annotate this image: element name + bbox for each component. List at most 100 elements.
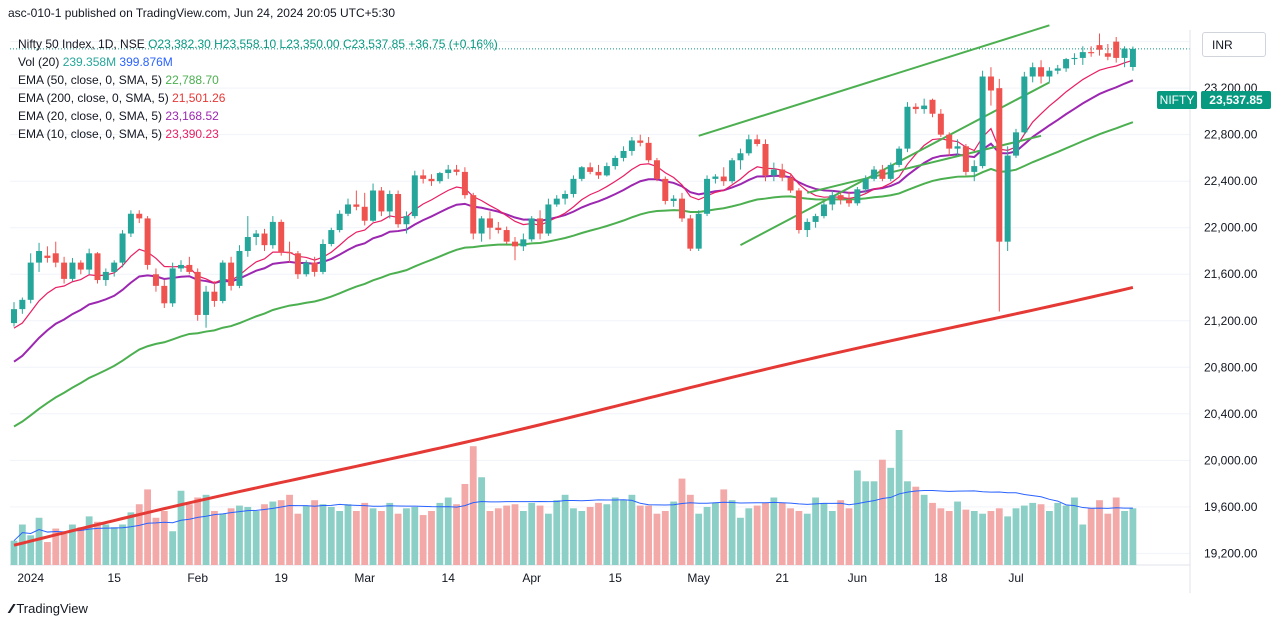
- x-tick-label: 15: [108, 571, 122, 585]
- candle-body: [653, 160, 660, 179]
- candle-up: [1121, 46, 1128, 68]
- candle-body: [219, 262, 226, 301]
- candle-down: [1088, 46, 1095, 57]
- volume-bar: [703, 506, 711, 565]
- volume-bar: [144, 489, 151, 565]
- candle-body: [578, 167, 585, 179]
- candle-up: [386, 190, 393, 219]
- candle-up: [203, 285, 210, 328]
- volume-bar: [319, 504, 327, 565]
- volume-bar: [670, 501, 678, 565]
- volume-bar: [1121, 511, 1128, 565]
- candle-up: [829, 190, 836, 211]
- candle-body: [278, 221, 285, 253]
- candle-body: [403, 216, 410, 225]
- candle-body: [261, 233, 268, 246]
- volume-bar: [436, 502, 444, 565]
- volume-bar: [595, 502, 602, 565]
- candle-body: [386, 193, 393, 212]
- volume-bar: [169, 531, 177, 565]
- volume-bar: [378, 511, 385, 565]
- legend-open: O23,382.30: [148, 37, 211, 51]
- candle-body: [1046, 70, 1053, 77]
- price-tag-symbol: NIFTY: [1157, 91, 1197, 109]
- volume-bar: [778, 502, 786, 565]
- candle-down: [595, 164, 602, 179]
- candle-body: [645, 142, 652, 161]
- volume-bar: [1096, 500, 1103, 565]
- volume-bar: [269, 501, 277, 565]
- trend-line: [698, 24, 1050, 137]
- candle-body: [152, 274, 159, 286]
- candle-body: [712, 176, 719, 179]
- volume-bar: [853, 470, 861, 565]
- candle-body: [436, 173, 443, 182]
- candle-up: [896, 146, 903, 168]
- candle-down: [61, 256, 68, 284]
- candle-down: [754, 134, 761, 147]
- candle-body: [178, 264, 184, 269]
- candle-up: [403, 211, 410, 234]
- candle-body: [94, 253, 101, 281]
- legend-ema50-value: 22,788.70: [165, 73, 219, 87]
- candle-body: [1088, 52, 1095, 54]
- candle-body: [996, 88, 1003, 242]
- candle-body: [904, 106, 911, 149]
- candle-body: [695, 213, 702, 249]
- candle-down: [762, 139, 769, 182]
- volume-bar: [311, 500, 318, 565]
- volume-bar: [503, 505, 511, 565]
- candle-body: [754, 139, 761, 144]
- candle-up: [1021, 71, 1028, 135]
- volume-bar: [845, 508, 853, 565]
- volume-bar: [428, 511, 435, 565]
- volume-bar: [344, 504, 352, 565]
- volume-bar: [828, 511, 836, 565]
- candle-body: [745, 139, 752, 154]
- candle-up: [545, 198, 552, 236]
- candle-body: [328, 230, 335, 244]
- legend-change: +36.75 (+0.16%): [408, 37, 498, 51]
- volume-bar: [987, 511, 995, 565]
- volume-bar: [69, 524, 76, 565]
- volume-bar: [394, 513, 402, 565]
- currency-button[interactable]: INR: [1202, 32, 1266, 57]
- legend-ema50: EMA (50, close, 0, SMA, 5) 22,788.70: [18, 71, 498, 89]
- volume-bar: [327, 506, 335, 565]
- y-tick-label: 19,200.00: [1204, 546, 1258, 560]
- candle-body: [186, 264, 193, 272]
- candle-down: [912, 103, 919, 114]
- legend-close: C23,537.85: [342, 37, 406, 51]
- publish-header: asc-010-1 published on TradingView.com, …: [0, 0, 1281, 28]
- candle-body: [111, 262, 118, 272]
- volume-bar: [1079, 524, 1087, 565]
- candle-up: [612, 155, 619, 170]
- candle-up: [628, 137, 635, 156]
- volume-bar: [60, 533, 68, 565]
- candle-up: [670, 195, 677, 207]
- candle-down: [1096, 33, 1103, 56]
- candle-body: [871, 169, 878, 179]
- volume-bar: [352, 511, 360, 565]
- volume-bar: [1020, 505, 1028, 565]
- candle-body: [161, 285, 168, 304]
- volume-bar: [211, 511, 218, 565]
- candle-body: [912, 106, 919, 110]
- volume-bar: [862, 481, 870, 565]
- y-tick-label: 20,800.00: [1204, 360, 1258, 374]
- candle-down: [294, 250, 301, 279]
- volume-bar: [453, 504, 460, 565]
- x-tick-label: 21: [776, 571, 790, 585]
- volume-bar: [1104, 513, 1112, 565]
- legend-ema200-label: EMA (200, close, 0, SMA, 5): [18, 91, 169, 105]
- candle-body: [445, 169, 452, 174]
- volume-bar: [152, 517, 160, 565]
- candle-up: [345, 198, 351, 217]
- volume-bar: [35, 517, 43, 565]
- footer-brand[interactable]: ⁄⁄ TradingView: [10, 601, 88, 616]
- candle-body: [345, 204, 351, 214]
- candle-down: [486, 211, 493, 240]
- candle-body: [1063, 59, 1070, 69]
- y-tick-label: 22,000.00: [1204, 221, 1258, 235]
